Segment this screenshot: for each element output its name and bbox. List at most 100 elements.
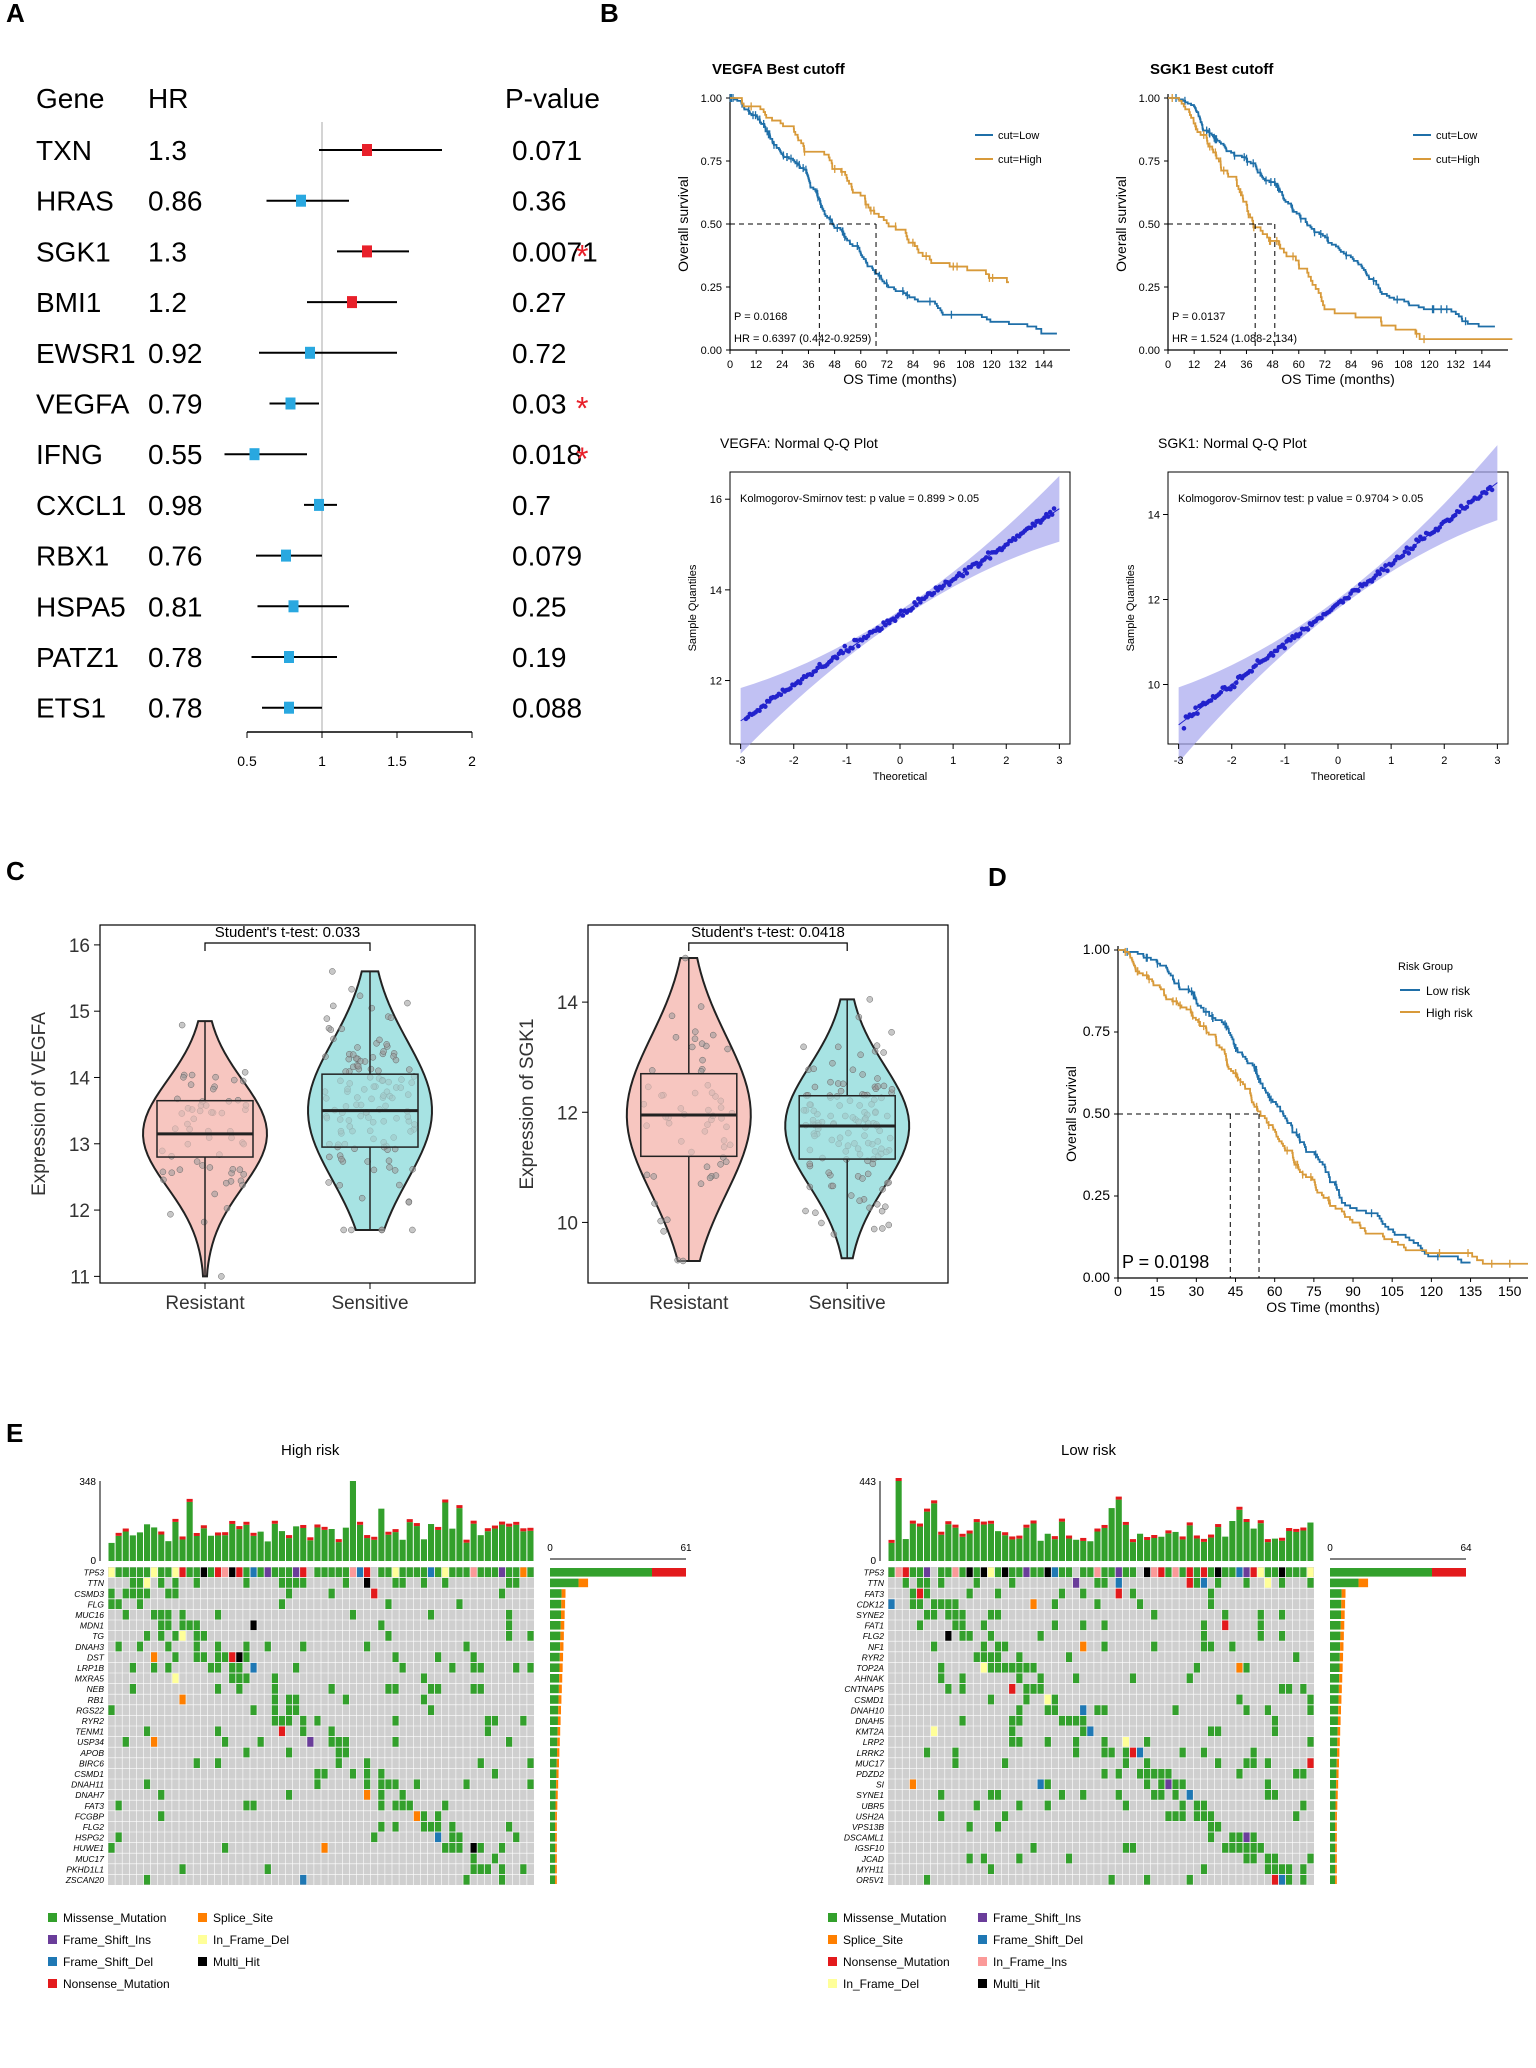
tmb-bar-segment <box>1009 1536 1016 1540</box>
tmb-bar <box>243 1524 250 1561</box>
tmb-bar <box>1066 1538 1073 1561</box>
mutation-cell <box>1243 1853 1250 1864</box>
jitter-point <box>206 1164 214 1171</box>
gene-label: TTN <box>87 1578 104 1588</box>
qq-point <box>1406 550 1412 556</box>
mutation-cell <box>959 1631 966 1641</box>
jitter-point <box>212 1073 219 1081</box>
mutation-cell <box>520 1715 527 1726</box>
mutation-cell <box>959 1620 966 1631</box>
mutation-cell <box>378 1567 385 1578</box>
tmb-bar <box>1243 1522 1250 1561</box>
tmb-bar-segment <box>924 1508 931 1512</box>
tmb-bar <box>1115 1499 1122 1561</box>
mutation-cell <box>1264 1779 1271 1790</box>
legend-label: cut=High <box>1436 154 1480 166</box>
violin-frame <box>99 924 476 1284</box>
mutation-cell <box>513 1567 520 1578</box>
mutation-cell <box>427 1684 435 1694</box>
mutation-cell <box>1051 1694 1058 1705</box>
mutation-cell <box>200 1631 207 1641</box>
x-tick-label: 0 <box>1114 1283 1122 1299</box>
tmb-bar <box>328 1528 335 1561</box>
mutation-cell <box>1257 1620 1264 1631</box>
mutation-cell <box>916 1599 924 1609</box>
mutation-cell <box>243 1567 250 1578</box>
mutation-cell <box>214 1567 222 1578</box>
qq-point <box>865 633 871 639</box>
mutation-cell <box>1122 1843 1129 1853</box>
freq-bar-segment <box>1336 1769 1339 1778</box>
tmb-bar <box>477 1535 484 1561</box>
forest-significance-star: * <box>576 441 588 477</box>
tmb-bar <box>449 1528 456 1561</box>
mutation-cell <box>1080 1641 1087 1652</box>
qq-point <box>815 665 820 671</box>
mutation-cell <box>406 1567 413 1578</box>
mutation-cell <box>321 1768 328 1779</box>
mutation-cell <box>1271 1567 1279 1578</box>
gene-label: TTN <box>867 1578 884 1588</box>
mutation-cell <box>909 1588 916 1599</box>
mutation-cell <box>1165 1768 1172 1779</box>
mutation-cell <box>435 1652 442 1662</box>
mutation-cell <box>264 1567 271 1578</box>
legend-label: Missense_Mutation <box>63 1911 166 1925</box>
mutation-cell <box>1236 1694 1243 1705</box>
mutation-cell <box>364 1790 371 1800</box>
mutation-cell <box>1151 1641 1158 1652</box>
jitter-point <box>378 1226 385 1234</box>
jitter-point <box>229 1165 237 1173</box>
freq-bar <box>550 1599 562 1609</box>
mutation-cell <box>1222 1609 1229 1620</box>
freq-bar <box>550 1843 556 1853</box>
panel-label-a: A <box>6 0 25 28</box>
qq-point <box>850 645 855 651</box>
freq-bar-segment <box>556 1769 559 1778</box>
freq-bar <box>1330 1758 1337 1768</box>
forest-gene-label: ETS1 <box>36 693 106 724</box>
y-tick-label: 0.00 <box>701 345 722 357</box>
qq-point <box>1288 638 1293 643</box>
mutation-cell <box>1023 1662 1030 1673</box>
mutation-cell <box>1065 1567 1073 1578</box>
mutation-cell <box>1200 1641 1208 1652</box>
mutation-cell <box>250 1662 257 1673</box>
mutation-cell <box>449 1821 456 1832</box>
tmb-bar <box>229 1523 236 1561</box>
mutation-cell <box>371 1832 378 1843</box>
mutation-cell <box>342 1567 349 1578</box>
mutation-cell <box>1236 1832 1243 1843</box>
x-tick-label: -2 <box>1227 755 1237 767</box>
mutation-cell <box>1264 1853 1271 1864</box>
tmb-bar <box>1023 1527 1030 1561</box>
tmb-max-label: 443 <box>859 1477 876 1488</box>
freq-bar-segment <box>555 1843 557 1853</box>
mutation-cell <box>349 1609 357 1620</box>
mutation-cell <box>314 1715 321 1726</box>
mutation-cell <box>136 1578 144 1588</box>
jitter-point <box>839 1080 847 1088</box>
mutation-cell <box>129 1578 136 1588</box>
km-curve-0 <box>1118 949 1471 1264</box>
qq-point <box>788 686 793 691</box>
tmb-bar-segment <box>357 1521 364 1525</box>
mutation-cell <box>973 1652 980 1662</box>
y-axis-label: Sample Quantiles <box>1125 564 1137 651</box>
freq-bar-segment <box>1336 1780 1339 1789</box>
mutation-cell <box>1215 1758 1222 1768</box>
qq-point <box>757 708 762 714</box>
mutation-cell <box>143 1578 151 1588</box>
mutation-cell <box>994 1790 1002 1800</box>
tmb-bar-segment <box>1300 1527 1307 1531</box>
tmb-bar-segment <box>186 1498 193 1502</box>
freq-bar <box>550 1610 562 1619</box>
mutation-cell <box>364 1768 371 1779</box>
mutation-cell <box>1136 1599 1144 1609</box>
tmb-bar <box>1158 1536 1165 1561</box>
jitter-point <box>383 1041 390 1048</box>
tmb-bar <box>966 1533 973 1561</box>
mutation-cell <box>151 1737 158 1747</box>
tmb-bar <box>1293 1531 1300 1561</box>
mutation-cell <box>456 1832 463 1843</box>
